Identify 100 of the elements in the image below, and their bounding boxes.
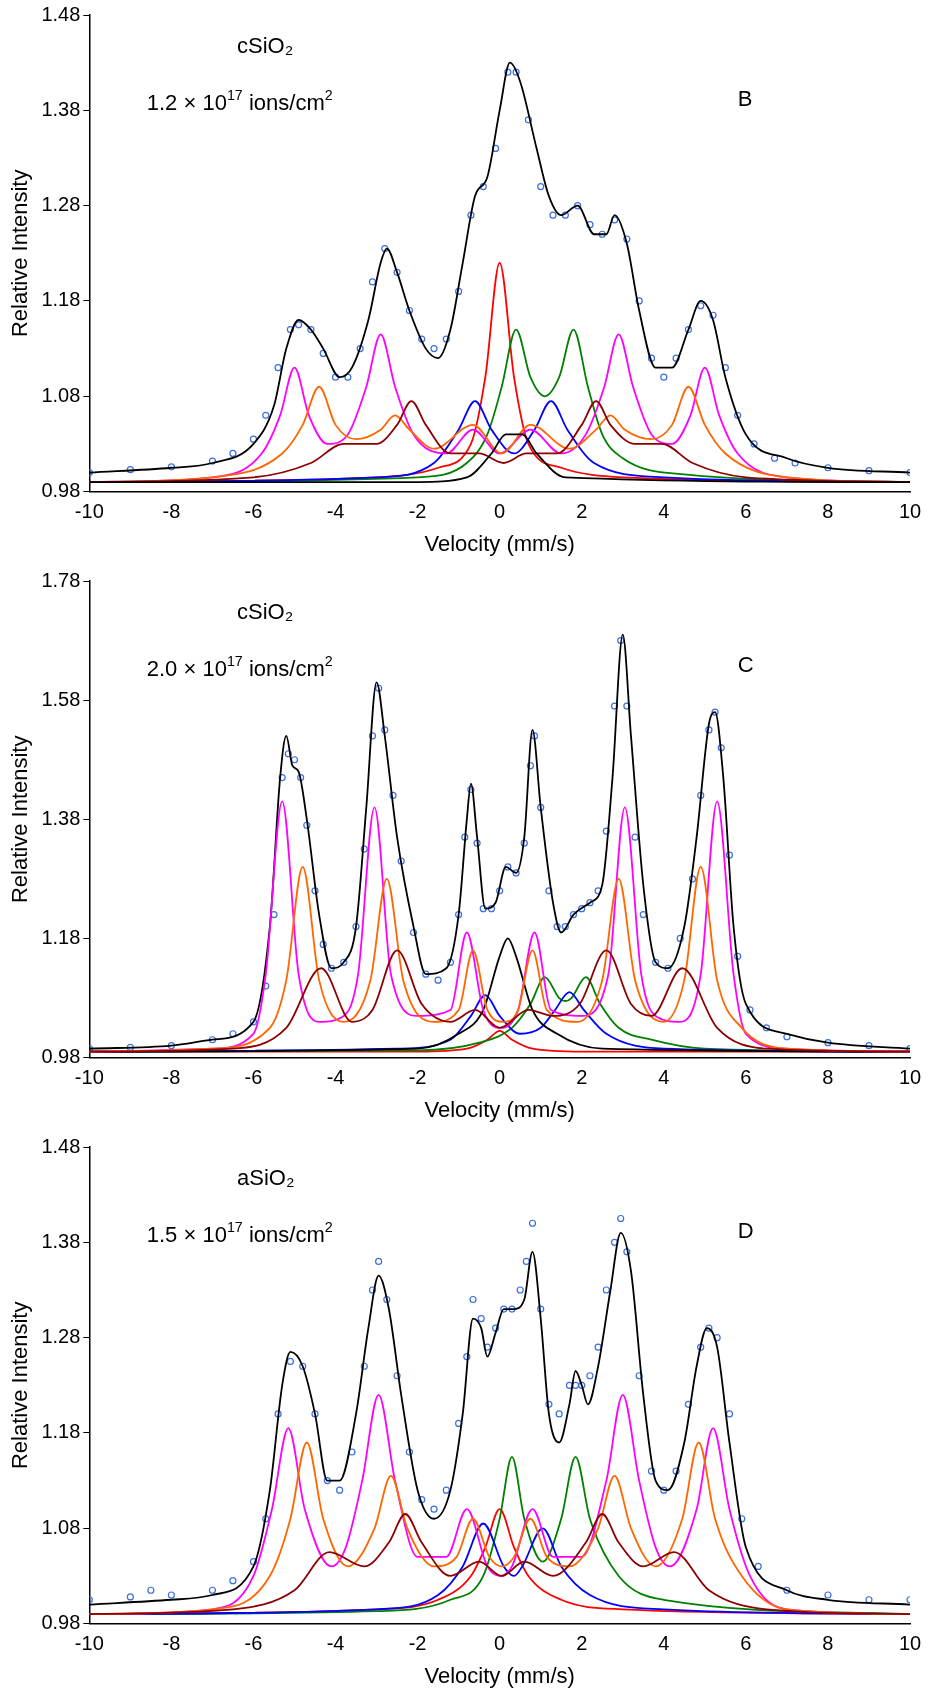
point	[791, 459, 799, 467]
point	[208, 457, 217, 465]
x-tick-label: 4	[658, 1066, 670, 1089]
x-tick-label: 0	[494, 1632, 506, 1655]
x-tick-label: 2	[576, 1632, 588, 1655]
point	[274, 364, 282, 372]
x-tick-label: 6	[740, 1632, 752, 1655]
x-axis-title: Velocity (mm/s)	[424, 1662, 575, 1688]
y-tick-label: 1.38	[41, 806, 81, 829]
x-tick-label: -2	[408, 1066, 427, 1089]
point	[524, 116, 532, 124]
x-tick-label: -2	[408, 1632, 427, 1655]
point	[598, 230, 606, 238]
annotation: B	[737, 85, 753, 111]
annotation: C	[737, 651, 754, 677]
x-tick-label: -8	[162, 500, 181, 523]
point	[393, 268, 401, 276]
x-tick-label: 8	[822, 500, 834, 523]
point	[697, 302, 705, 310]
point	[229, 449, 237, 458]
annotation: aSiO₂	[237, 1165, 295, 1191]
x-tick-label: -8	[162, 1066, 181, 1089]
x-axis-title: Velocity (mm/s)	[424, 1096, 575, 1122]
x-tick-label: 6	[740, 500, 752, 523]
x-tick-label: 0	[494, 500, 506, 523]
point	[660, 373, 668, 381]
x-tick-label: -4	[326, 1632, 345, 1655]
point	[865, 467, 873, 475]
point	[750, 440, 758, 448]
y-tick-label: 0.98	[41, 1611, 81, 1634]
point	[504, 68, 512, 76]
y-tick-label: 1.18	[41, 288, 81, 311]
y-tick-label: 1.38	[41, 97, 81, 120]
point	[491, 144, 500, 153]
point	[405, 306, 413, 315]
y-tick-label: 0.98	[41, 1045, 81, 1068]
point	[430, 345, 438, 353]
point	[126, 466, 134, 474]
x-tick-label: -2	[408, 500, 427, 523]
point	[167, 463, 175, 471]
annotation: cSiO₂	[237, 599, 294, 625]
y-tick-label: 1.18	[41, 1420, 81, 1443]
x-axis-title: Velocity (mm/s)	[424, 530, 575, 556]
y-tick-label: 1.48	[41, 1134, 81, 1157]
x-tick-label: -10	[74, 1066, 104, 1089]
y-tick-label: 1.28	[41, 1325, 81, 1348]
point	[442, 335, 450, 343]
point	[684, 325, 693, 334]
y-tick-label: 1.38	[41, 1229, 81, 1252]
point	[479, 182, 487, 191]
point	[455, 287, 463, 296]
point	[537, 182, 545, 191]
y-axis-title: Relative Intensity	[7, 1301, 33, 1470]
x-tick-label: -6	[244, 1632, 263, 1655]
y-tick-label: 1.58	[41, 687, 81, 710]
x-tick-label: 10	[898, 1632, 922, 1655]
point	[286, 325, 294, 334]
point	[635, 297, 643, 305]
x-tick-label: -10	[74, 1632, 104, 1655]
point	[356, 345, 364, 353]
point	[381, 244, 389, 253]
point	[586, 221, 594, 229]
x-tick-label: 10	[898, 500, 922, 523]
x-tick-label: 0	[494, 1066, 506, 1089]
point	[295, 321, 303, 329]
x-tick-label: 4	[658, 1632, 670, 1655]
x-tick-label: 10	[898, 1066, 922, 1089]
y-axis-title: Relative Intensity	[7, 735, 33, 904]
annotation: cSiO₂	[237, 33, 294, 59]
y-tick-label: 1.18	[41, 925, 81, 948]
point	[467, 211, 475, 219]
x-tick-label: 8	[822, 1632, 834, 1655]
point	[262, 411, 270, 419]
x-tick-label: -8	[162, 1632, 181, 1655]
point	[574, 202, 582, 210]
x-tick-label: -10	[74, 500, 104, 523]
annotation: D	[737, 1217, 754, 1243]
y-tick-label: 1.48	[41, 2, 81, 25]
x-tick-label: 4	[658, 500, 670, 523]
y-tick-label: 1.08	[41, 1515, 81, 1538]
point	[709, 311, 717, 319]
y-tick-label: 1.78	[41, 568, 81, 591]
x-tick-label: -6	[244, 500, 263, 523]
point	[561, 211, 569, 219]
point	[512, 68, 520, 76]
y-tick-label: 0.98	[41, 479, 81, 502]
y-tick-label: 1.08	[41, 383, 81, 406]
point	[418, 335, 426, 343]
x-tick-label: 2	[576, 500, 588, 523]
point	[721, 364, 729, 372]
x-tick-label: -4	[326, 500, 345, 523]
point	[249, 435, 258, 443]
point	[319, 349, 327, 357]
point	[549, 211, 557, 219]
point	[734, 411, 742, 419]
y-tick-label: 1.28	[41, 193, 81, 216]
x-tick-label: -6	[244, 1066, 263, 1089]
point	[672, 354, 680, 362]
x-tick-label: -4	[326, 1066, 345, 1089]
point	[824, 464, 832, 472]
